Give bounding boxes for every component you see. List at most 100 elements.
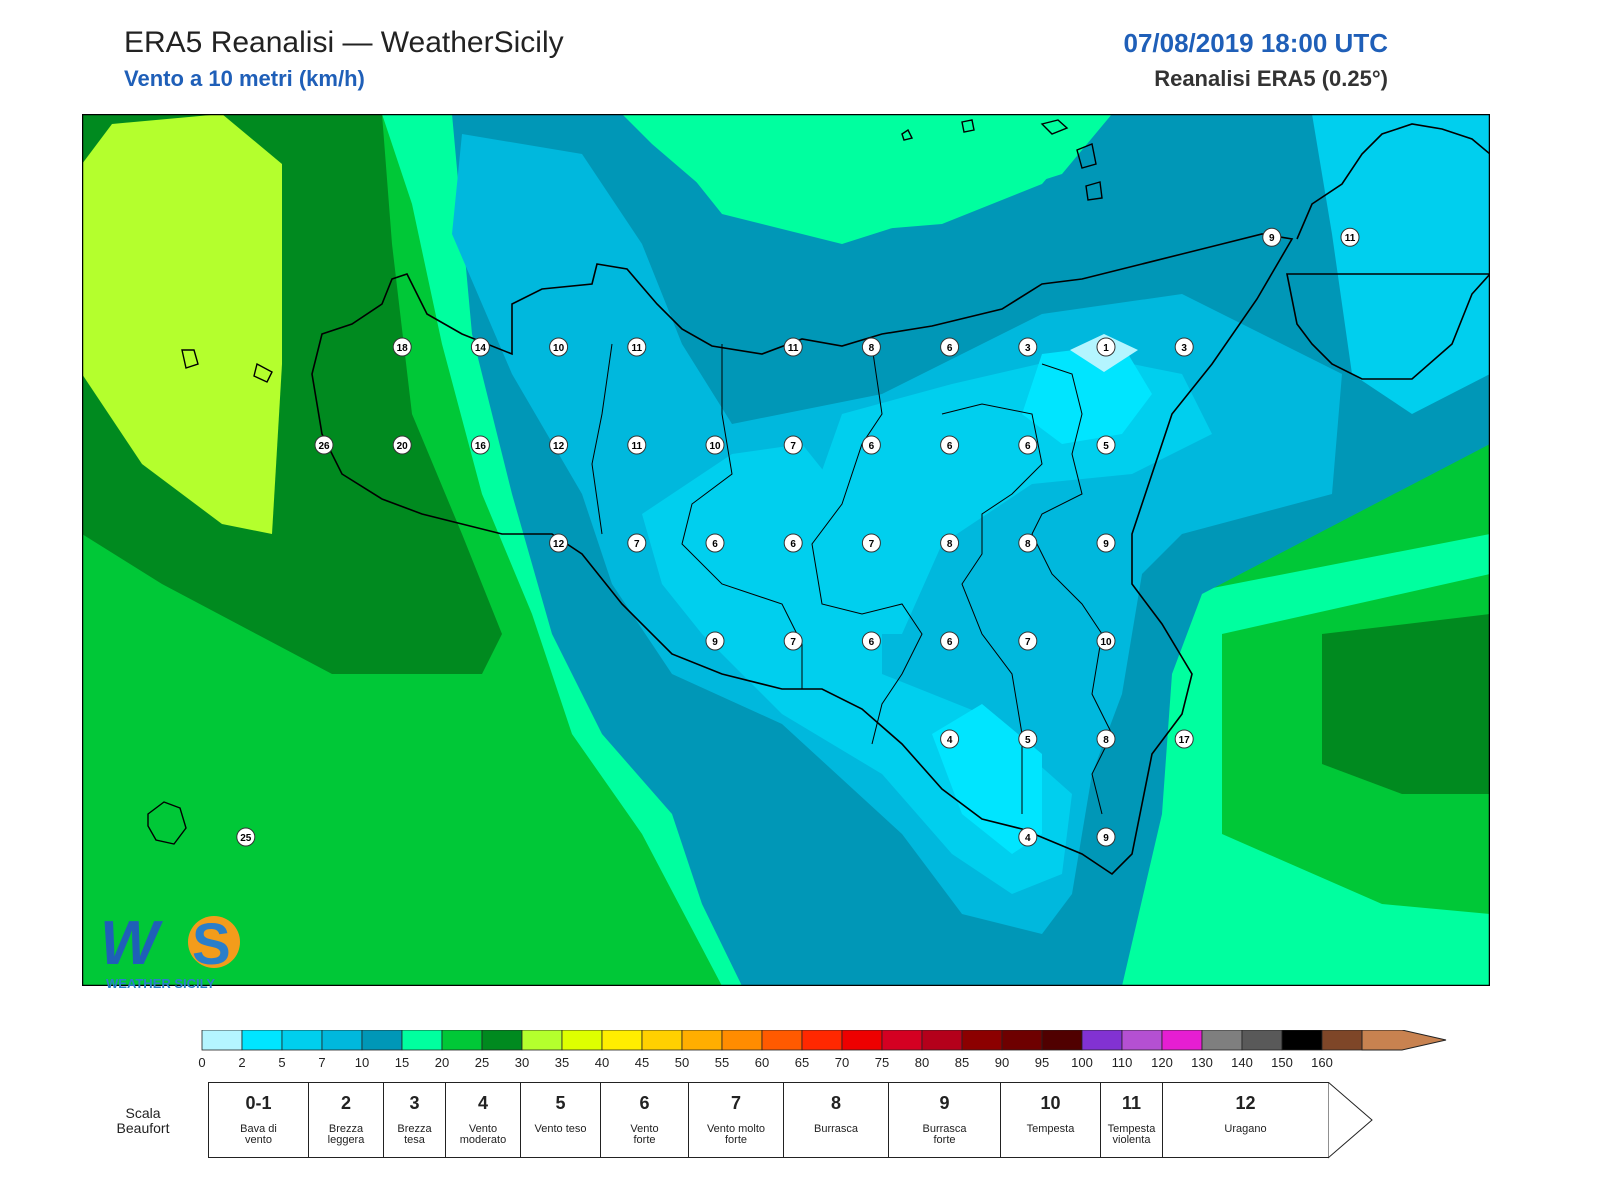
wind-marker-circle xyxy=(1018,631,1038,651)
colorbar-segment xyxy=(321,1030,363,1051)
beaufort-number: 7 xyxy=(730,1093,741,1113)
colorbar-segment xyxy=(1241,1030,1283,1051)
wind-marker-circle xyxy=(1018,435,1038,455)
beaufort-number: 10 xyxy=(1040,1093,1061,1113)
colorbar-tick-label: 35 xyxy=(555,1055,569,1070)
beaufort-scale-label: Scala Beaufort xyxy=(116,1105,170,1136)
valid-datetime: 07/08/2019 18:00 UTC xyxy=(1123,28,1388,58)
colorbar-segment xyxy=(1281,1030,1323,1051)
map-subtitle: Vento a 10 metri (km/h) xyxy=(124,66,365,91)
colorbar-tick-label: 140 xyxy=(1231,1055,1253,1070)
wind-value-label: 7 xyxy=(1025,637,1031,648)
beaufort-number: 12 xyxy=(1235,1093,1256,1113)
beaufort-description: Burrasca xyxy=(813,1123,859,1135)
wind-marker-circle xyxy=(1096,729,1116,749)
wind-marker-circle xyxy=(940,337,960,357)
wind-value-label: 11 xyxy=(1345,233,1356,244)
wind-value-label: 5 xyxy=(1025,735,1031,746)
beaufort-description: Vento teso xyxy=(534,1123,587,1135)
beaufort-class: 12 Uragano xyxy=(1162,1082,1328,1158)
wind-value-label: 10 xyxy=(709,441,721,452)
beaufort-class: 0-1 Bava di vento xyxy=(208,1082,308,1158)
colorbar-segment xyxy=(1321,1030,1363,1051)
beaufort-number: 5 xyxy=(555,1093,566,1113)
beaufort-description: Vento forte xyxy=(630,1123,659,1146)
logo-s: S xyxy=(192,912,231,977)
wind-marker-circle xyxy=(1174,729,1194,749)
wind-value-label: 3 xyxy=(1181,343,1187,354)
field-yellowgreen-core xyxy=(82,114,282,534)
wind-value-label: 9 xyxy=(1103,539,1109,550)
wind-value-label: 12 xyxy=(553,539,565,550)
wind-marker-circle xyxy=(1018,729,1038,749)
colorbar-segment xyxy=(521,1030,563,1051)
wind-marker-circle xyxy=(1018,337,1038,357)
wind-value-label: 8 xyxy=(1025,539,1031,550)
colorbar-tick-label: 100 xyxy=(1071,1055,1093,1070)
colorbar-segment xyxy=(1161,1030,1203,1051)
wind-marker-circle xyxy=(783,631,803,651)
wind-value-label: 20 xyxy=(397,441,409,452)
logo-mark: W xyxy=(100,909,163,978)
wind-marker-circle xyxy=(940,533,960,553)
colorbar-tick-label: 45 xyxy=(635,1055,649,1070)
colorbar-segment xyxy=(561,1030,603,1051)
wind-value-label: 7 xyxy=(790,637,796,648)
island-eolie xyxy=(901,119,1103,201)
beaufort-number: 0-1 xyxy=(245,1093,272,1113)
beaufort-class: 4 Vento moderato xyxy=(445,1082,520,1158)
wind-value-label: 7 xyxy=(790,441,796,452)
wind-value-label: 9 xyxy=(712,637,718,648)
colorbar-tick-label: 160 xyxy=(1311,1055,1333,1070)
colorbar-tick-label: 10 xyxy=(355,1055,369,1070)
colorbar-tick-label: 70 xyxy=(835,1055,849,1070)
calabria-coastline xyxy=(1286,123,1490,380)
beaufort-number: 8 xyxy=(830,1093,841,1113)
wind-value-label: 8 xyxy=(1103,735,1109,746)
wind-value-label: 1 xyxy=(1103,343,1109,354)
wind-value-label: 6 xyxy=(1025,441,1031,452)
wind-value-label: 26 xyxy=(318,441,330,452)
colorbar-segment xyxy=(1001,1030,1043,1051)
beaufort-description: Tempesta xyxy=(1026,1123,1075,1135)
wind-marker-circle xyxy=(549,435,569,455)
wind-marker-circle xyxy=(1018,827,1038,847)
colorbar-segment xyxy=(481,1030,523,1051)
wind-marker-circle xyxy=(783,533,803,553)
beaufort-number: 11 xyxy=(1121,1093,1142,1113)
island-pantelleria xyxy=(147,801,187,845)
colorbar-tick-label: 60 xyxy=(755,1055,769,1070)
beaufort-class: 10 Tempesta xyxy=(1000,1082,1100,1158)
beaufort-number: 4 xyxy=(477,1093,488,1113)
beaufort-table: 0-1 Bava di vento 2 Brezza leggera 3 Brezza tesa… xyxy=(208,1082,1373,1160)
map-title: ERA5 Reanalisi — WeatherSicily xyxy=(124,26,564,59)
wind-value-label: 6 xyxy=(869,441,875,452)
logo-sun xyxy=(188,916,240,968)
colorbar-tick-label: 40 xyxy=(595,1055,609,1070)
beaufort-description: Brezza tesa xyxy=(397,1123,432,1146)
wind-marker-circle xyxy=(470,435,490,455)
wind-marker-circle xyxy=(627,435,647,455)
wind-marker-circle xyxy=(1096,631,1116,651)
colorbar-tick-label: 85 xyxy=(955,1055,969,1070)
colorbar-tick-label: 65 xyxy=(795,1055,809,1070)
beaufort-number: 6 xyxy=(639,1093,650,1113)
wind-value-label: 16 xyxy=(475,441,487,452)
colorbar-segment xyxy=(361,1030,403,1051)
wind-marker-circle xyxy=(627,533,647,553)
colorbar-segment xyxy=(1201,1030,1243,1051)
wind-value-label: 5 xyxy=(1103,441,1109,452)
wind-marker-circle xyxy=(705,631,725,651)
wind-value-label: 9 xyxy=(1269,233,1275,244)
colorbar-tick-label: 5 xyxy=(278,1055,285,1070)
wind-marker-circle xyxy=(705,533,725,553)
wind-value-label: 6 xyxy=(869,637,875,648)
wind-marker-circle xyxy=(861,631,881,651)
wind-marker-circle xyxy=(236,827,256,847)
wind-value-label: 18 xyxy=(397,343,409,354)
wind-marker-circle xyxy=(1096,827,1116,847)
wind-value-label: 6 xyxy=(947,637,953,648)
colorbar-tick-label: 20 xyxy=(435,1055,449,1070)
colorbar-tick-label: 90 xyxy=(995,1055,1009,1070)
beaufort-description: Brezza leggera xyxy=(327,1123,365,1146)
